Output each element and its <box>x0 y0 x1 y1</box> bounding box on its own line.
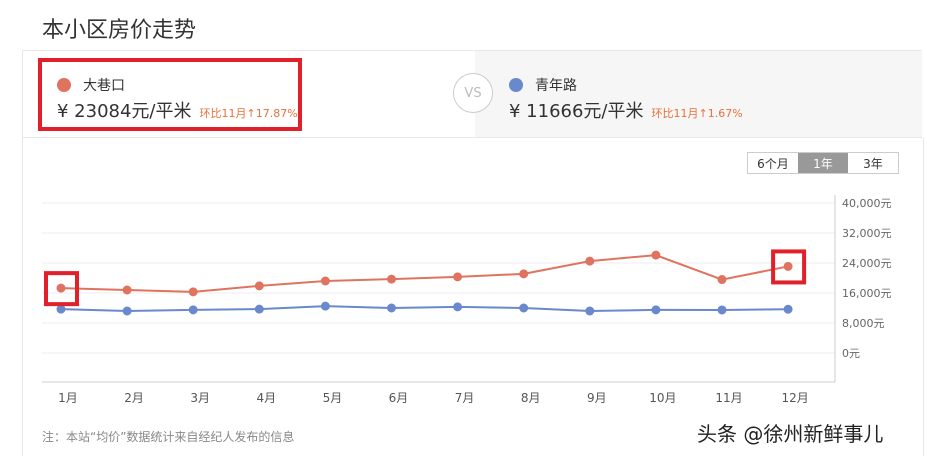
right-price-row: ¥ 11666元/平米 环比11月↑1.67% <box>509 97 743 123</box>
data-point <box>387 274 396 284</box>
x-tick-label: 3月 <box>190 391 210 405</box>
right-series-dot <box>509 78 523 92</box>
x-tick-label: 2月 <box>124 391 144 405</box>
data-point <box>320 301 330 311</box>
right-community: 青年路 <box>509 75 577 95</box>
left-change: 环比11月↑17.87% <box>199 107 298 120</box>
x-tick-label: 1月 <box>58 391 78 405</box>
data-point <box>585 256 595 266</box>
series-line <box>60 254 789 293</box>
data-point <box>254 304 264 314</box>
x-tick-label: 10月 <box>649 391 676 405</box>
left-community: 大巷口 <box>57 75 125 95</box>
y-tick-label: 16,000元 <box>842 287 892 300</box>
data-point <box>453 302 463 312</box>
data-point <box>56 283 66 293</box>
data-point <box>651 305 661 315</box>
y-tick-label: 24,000元 <box>842 257 892 270</box>
data-point <box>519 269 529 279</box>
x-tick-label: 7月 <box>455 391 475 405</box>
data-point <box>717 275 727 285</box>
page-title: 本小区房价走势 <box>42 18 197 43</box>
right-name: 青年路 <box>535 78 577 94</box>
series-line <box>60 305 789 313</box>
left-series-dot <box>57 78 71 92</box>
data-point <box>56 304 66 314</box>
x-tick-label: 12月 <box>781 391 808 405</box>
x-tick-label: 8月 <box>521 391 541 405</box>
chart-container <box>22 138 924 456</box>
data-point <box>188 305 198 315</box>
data-point <box>320 276 330 286</box>
data-point <box>188 287 198 297</box>
data-point <box>651 250 661 260</box>
y-tick-label: 40,000元 <box>842 197 892 210</box>
vs-badge: VS <box>453 73 493 113</box>
data-point <box>453 272 463 282</box>
data-point <box>254 281 264 291</box>
tab-3-years[interactable]: 3年 <box>863 156 883 171</box>
data-point <box>717 305 727 315</box>
data-point <box>122 285 132 295</box>
left-name: 大巷口 <box>83 78 125 94</box>
left-price-row: ¥ 23084元/平米 环比11月↑17.87% <box>57 97 298 123</box>
watermark: 头条 @徐州新鲜事儿 <box>697 422 884 446</box>
tab-1-year[interactable]: 1年 <box>798 153 848 173</box>
data-point <box>783 261 793 271</box>
data-point <box>783 304 793 314</box>
right-community-panel: 青年路 ¥ 11666元/平米 环比11月↑1.67% <box>475 51 922 137</box>
y-tick-label: 32,000元 <box>842 227 892 240</box>
highlight-box <box>44 271 79 307</box>
highlight-box <box>771 249 807 285</box>
left-price: ¥ 23084元/平米 <box>57 101 192 122</box>
right-price: ¥ 11666元/平米 <box>509 101 644 122</box>
x-tick-label: 9月 <box>587 391 607 405</box>
footnote: 注：本站“均价”数据统计来自经纪人发布的信息 <box>42 430 295 444</box>
data-point <box>122 306 132 316</box>
x-tick-label: 11月 <box>715 391 742 405</box>
x-tick-label: 4月 <box>256 391 276 405</box>
x-tick-label: 5月 <box>323 391 343 405</box>
highlight-box <box>38 58 302 131</box>
tab-6-months[interactable]: 6个月 <box>757 156 789 171</box>
right-change: 环比11月↑1.67% <box>651 107 743 120</box>
data-point <box>387 303 396 313</box>
data-point <box>585 306 595 316</box>
range-tabs: 6个月 1年 3年 <box>747 152 899 174</box>
comparison-panel: 大巷口 ¥ 23084元/平米 环比11月↑17.87% 青年路 ¥ 11666元… <box>22 50 922 138</box>
y-tick-label: 0元 <box>842 347 860 360</box>
y-tick-label: 8,000元 <box>842 317 885 330</box>
x-tick-label: 6月 <box>389 391 409 405</box>
data-point <box>519 303 529 313</box>
